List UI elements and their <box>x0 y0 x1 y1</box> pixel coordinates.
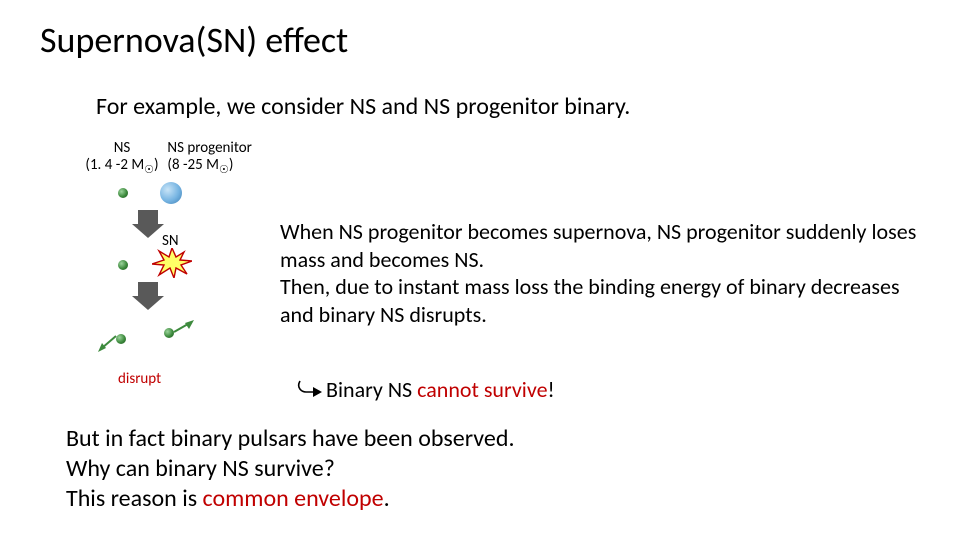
implies-arrow-icon <box>296 378 322 404</box>
binary-labels: NS (1. 4 -2 M☉) NS progenitor (8 -25 M☉) <box>80 140 277 176</box>
disrupt-label: disrupt <box>118 370 161 388</box>
sn-label: SN <box>162 232 179 250</box>
progenitor-label: NS progenitor <box>167 140 277 157</box>
motion-arrow-icon <box>172 320 194 336</box>
explosion-icon <box>152 248 192 278</box>
ns-mass: (1. 4 -2 M☉) <box>80 157 164 176</box>
body-paragraph-2: Binary NS cannot survive! <box>326 376 555 403</box>
ns-dot-icon <box>118 188 128 198</box>
subtitle: For example, we consider NS and NS proge… <box>96 92 630 121</box>
page-title: Supernova(SN) effect <box>40 18 348 62</box>
ns-dot-icon <box>118 260 128 270</box>
motion-arrow-icon <box>98 334 118 352</box>
diagram: SN disrupt <box>100 182 260 402</box>
slide: Supernova(SN) effect For example, we con… <box>0 0 960 540</box>
ns-label: NS <box>80 140 164 157</box>
body-paragraph-1: When NS progenitor becomes supernova, NS… <box>280 218 920 328</box>
progenitor-mass: (8 -25 M☉) <box>167 157 277 176</box>
body-paragraph-3: But in fact binary pulsars have been obs… <box>66 424 906 514</box>
progenitor-dot-icon <box>160 182 182 204</box>
